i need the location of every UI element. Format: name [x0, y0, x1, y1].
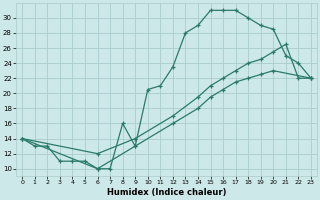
- X-axis label: Humidex (Indice chaleur): Humidex (Indice chaleur): [107, 188, 226, 197]
